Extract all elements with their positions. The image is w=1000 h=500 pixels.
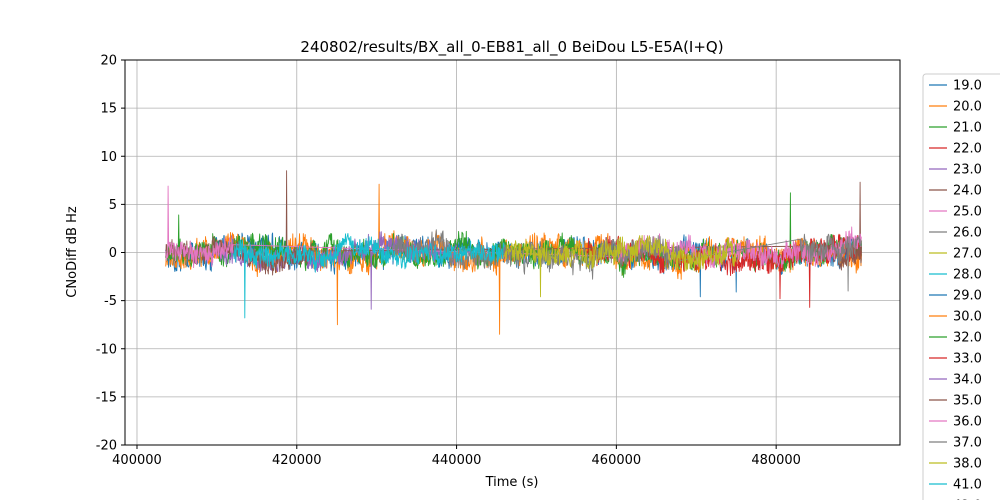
legend-label: 27.0	[953, 247, 982, 262]
legend-label: 32.0	[953, 331, 982, 346]
chart-title: 240802/results/BX_all_0-EB81_all_0 BeiDo…	[300, 38, 723, 57]
legend-label: 19.0	[953, 79, 982, 94]
y-axis-label: CNoDiff dB Hz	[65, 206, 80, 298]
y-tick-label: -20	[96, 439, 117, 454]
y-tick-label: -5	[104, 294, 117, 309]
legend-label: 30.0	[953, 310, 982, 325]
y-axis: -20 -15 -10 -5 0 5 10 15 20	[96, 54, 125, 454]
legend-label: 28.0	[953, 268, 982, 283]
legend: 19.0 20.0 21.0 22.0 23.0 24.0 25.0 26.0 27.0 28.0…	[922, 73, 1000, 500]
x-axis-label: Time (s)	[485, 475, 539, 490]
y-tick-label: -10	[96, 342, 117, 357]
x-tick-label: 440000	[432, 453, 482, 468]
legend-label: 34.0	[953, 373, 982, 388]
legend-label: 35.0	[953, 394, 982, 409]
y-tick-label: 15	[100, 102, 117, 117]
legend-label: 33.0	[953, 352, 982, 367]
legend-label: 25.0	[953, 205, 982, 220]
series-line-28.0	[232, 233, 505, 319]
legend-frame	[922, 73, 1000, 500]
legend-label: 24.0	[953, 184, 982, 199]
legend-label: 21.0	[953, 121, 982, 136]
legend-label: 42.0	[953, 499, 982, 500]
legend-label: 23.0	[953, 163, 982, 178]
x-tick-label: 420000	[272, 453, 322, 468]
legend-label: 41.0	[953, 478, 982, 493]
y-tick-label: 20	[100, 54, 117, 69]
y-tick-label: -15	[96, 390, 117, 405]
x-tick-label: 400000	[112, 453, 162, 468]
series-line-25.0	[165, 185, 862, 269]
legend-label: 29.0	[953, 289, 982, 304]
y-tick-label: 0	[109, 246, 117, 261]
x-tick-label: 460000	[592, 453, 642, 468]
legend-label: 20.0	[953, 100, 982, 115]
legend-label: 38.0	[953, 457, 982, 472]
legend-label: 37.0	[953, 436, 982, 451]
x-tick-label: 480000	[751, 453, 801, 468]
legend-label: 26.0	[953, 226, 982, 241]
legend-label: 36.0	[953, 415, 982, 430]
plot-lines	[165, 170, 863, 335]
y-tick-label: 5	[109, 198, 117, 213]
x-axis: 400000 420000 440000 460000 480000	[112, 445, 801, 468]
y-tick-label: 10	[100, 150, 117, 165]
series-line-27.0	[504, 235, 737, 298]
legend-label: 22.0	[953, 142, 982, 157]
